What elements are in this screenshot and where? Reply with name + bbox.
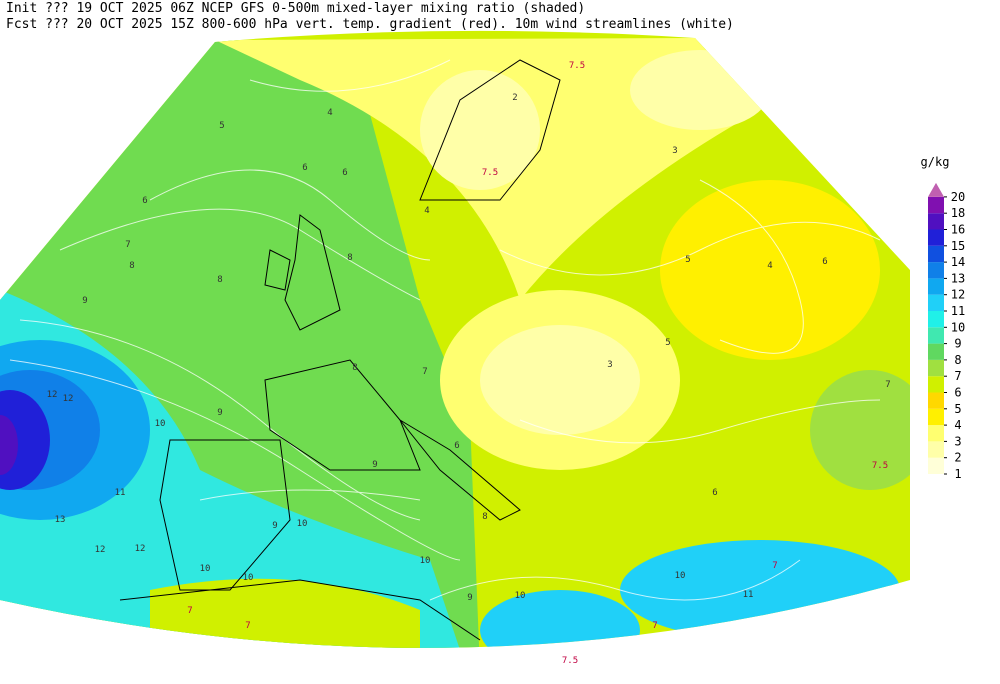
contour-label: 7 [885,380,890,390]
contour-label: 2 [512,93,517,103]
colorbar-label: 8 [954,353,961,367]
colorbar-label: 9 [954,337,961,351]
colorbar-label: 6 [954,386,961,400]
contour-label: 10 [200,564,211,574]
contour-label: 4 [327,108,332,118]
contour-label: 8 [352,363,357,373]
contour-label: 10 [155,419,166,429]
contour-label: 6 [342,168,347,178]
contour-label: 5 [665,338,670,348]
colorbar-cell [928,359,944,377]
contour-label: 6 [142,196,147,206]
colorbar-cell [928,294,944,311]
gradient-label: 7.5 [562,656,578,666]
gradient-label: 7.5 [872,461,888,471]
colorbar-label: 1 [954,467,961,481]
colorbar-label: 2 [954,451,961,465]
colorbar-cell [928,262,944,279]
labels: 5 4 6 7 6 6 8 8 8 9 12 12 10 11 13 12 12 10 10 9 10 9 8 7 6 9 8 10 9… [47,61,891,666]
colorbar-label: 13 [951,271,965,285]
colorbar-cell [928,327,944,344]
contour-label: 8 [129,261,134,271]
contour-label: 10 [243,573,254,583]
gradient-label: 7 [187,606,192,616]
contour-label: 10 [675,571,686,581]
gradient-label: 7 [245,621,250,631]
gradient-label: 7 [652,621,657,631]
contour-label: 8 [482,512,487,522]
gradient-label: 7 [772,561,777,571]
contour-label: 11 [115,488,126,498]
contour-label: 5 [219,121,224,131]
contour-label: 7 [125,240,130,250]
contour-label: 9 [82,296,87,306]
colorbar-unit: g/kg [921,155,950,169]
contour-label: 8 [217,275,222,285]
contour-label: 10 [420,556,431,566]
contour-label: 6 [302,163,307,173]
colorbar-cell [928,229,944,246]
header-line: Fcst ??? 20 OCT 2025 15Z 800-600 hPa ver… [6,17,734,32]
contour-label: 11 [743,590,754,600]
gradient-label: 7.5 [482,168,498,178]
contour-label: 4 [424,206,429,216]
contour-label: 7 [422,367,427,377]
contour-label: 12 [63,394,74,404]
contour-label: 9 [272,521,277,531]
contour-label: 6 [822,257,827,267]
contour-label: 10 [515,591,526,601]
colorbar-label: 3 [954,434,961,448]
colorbar-cell [928,213,944,230]
contour-label: 6 [712,488,717,498]
colorbar-label: 14 [951,255,965,269]
colorbar-cell [928,196,944,214]
colorbar-cell [928,278,944,295]
colorbar-cell [928,311,944,328]
contour-label: 3 [672,146,677,156]
colorbar-label: 10 [951,320,965,334]
contour-label: 4 [767,261,772,271]
contour-label: 3 [607,360,612,370]
contour-label: 6 [454,441,459,451]
colorbar-label: 5 [954,402,961,416]
colorbar-label: 16 [951,223,965,237]
colorbar-label: 15 [951,239,965,253]
colorbar-cell [928,245,944,263]
gradient-label: 7.5 [569,61,585,71]
colorbar-label: 20 [951,190,965,204]
colorbar-cell [928,425,944,442]
colorbar-cell [928,392,944,409]
header-line: Init ??? 19 OCT 2025 06Z NCEP GFS 0-500m… [6,1,585,16]
contour-label: 12 [135,544,146,554]
contour-label: 9 [217,408,222,418]
colorbar-cell [928,376,944,393]
colorbar-label: 4 [954,418,961,432]
contour-label: 10 [297,519,308,529]
contour-label: 12 [47,390,58,400]
colorbar-cell [928,457,944,474]
colorbar-cell [928,408,944,426]
colorbar-cell [928,441,944,458]
contour-label: 9 [467,593,472,603]
contour-label: 12 [95,545,106,555]
colorbar-label: 7 [954,369,961,383]
contour-label: 9 [372,460,377,470]
contour-label: 8 [347,253,352,263]
contour-label: 5 [685,255,690,265]
colorbar-label: 11 [951,304,965,318]
colorbar-label: 12 [951,288,965,302]
colorbar-cell [928,343,944,360]
colorbar-label: 18 [951,206,965,220]
colorbar-extend [928,182,944,197]
contour-label: 13 [55,515,66,525]
